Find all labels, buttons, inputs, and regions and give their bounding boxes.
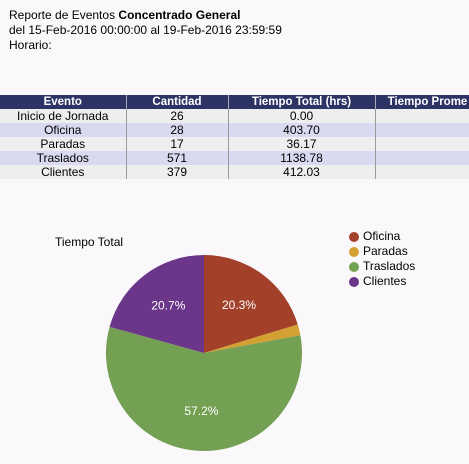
table-cell: 26	[126, 109, 229, 123]
table-row: Clientes 379 412.03	[0, 165, 469, 179]
header-row: Evento Cantidad Tiempo Total (hrs) Tiempo P…	[0, 95, 469, 109]
pie-slice	[105, 326, 302, 451]
table-cell: 403.70	[228, 123, 376, 137]
table-cell	[375, 109, 469, 123]
legend-label: Oficina	[363, 229, 401, 243]
legend-label: Clientes	[363, 274, 406, 288]
table-cell: 36.17	[228, 137, 376, 151]
legend-label: Paradas	[363, 244, 408, 258]
pie-slice	[109, 255, 204, 353]
table-body: Inicio de Jornada 26 0.00 Oficina 28 403.70 Pa…	[0, 109, 469, 179]
schedule: Horario:	[9, 38, 52, 52]
table-cell: 1138.78	[228, 151, 376, 165]
table-cell: 412.03	[228, 165, 376, 179]
table-row: Oficina 28 403.70	[0, 123, 469, 137]
legend-swatch	[349, 232, 359, 242]
report-header: Reporte de Eventos Concentrado General d…	[9, 8, 282, 53]
table-cell: Traslados	[0, 151, 127, 165]
title-bold: Concentrado General	[118, 8, 241, 22]
table-cell	[375, 151, 469, 165]
table-row: Traslados 571 1138.78	[0, 151, 469, 165]
table-cell	[375, 165, 469, 179]
slice-label: 20.3%	[222, 298, 256, 312]
table-cell: 17	[126, 137, 229, 151]
table-cell	[375, 123, 469, 137]
column-header: Evento	[0, 95, 127, 109]
column-header: Tiempo Prome	[375, 95, 469, 109]
slice-label: 20.7%	[151, 298, 185, 312]
table-cell: Inicio de Jornada	[0, 109, 127, 123]
legend-swatch	[349, 247, 359, 257]
table-cell: Clientes	[0, 165, 127, 179]
legend-label: Traslados	[363, 259, 415, 273]
pie-slice	[204, 255, 298, 353]
table-cell: Paradas	[0, 137, 127, 151]
table-cell: Oficina	[0, 123, 127, 137]
table-row: Paradas 17 36.17	[0, 137, 469, 151]
date-range: del 15-Feb-2016 00:00:00 al 19-Feb-2016 …	[9, 23, 282, 37]
pie-slice	[204, 324, 301, 353]
events-table: Evento Cantidad Tiempo Total (hrs) Tiempo P…	[0, 95, 469, 179]
table-cell: 379	[126, 165, 229, 179]
chart-title: Tiempo Total	[55, 235, 123, 249]
column-header: Tiempo Total (hrs)	[228, 95, 376, 109]
table-row: Inicio de Jornada 26 0.00	[0, 109, 469, 123]
table-cell: 0.00	[228, 109, 376, 123]
column-header: Cantidad	[126, 95, 229, 109]
title-prefix: Reporte de Eventos	[9, 8, 116, 22]
slice-label: 57.2%	[184, 404, 218, 418]
table-cell	[375, 137, 469, 151]
title-line: Reporte de Eventos Concentrado General	[9, 8, 282, 23]
legend-swatch	[349, 262, 359, 272]
table-cell: 571	[126, 151, 229, 165]
table-cell: 28	[126, 123, 229, 137]
legend-swatch	[349, 277, 359, 287]
